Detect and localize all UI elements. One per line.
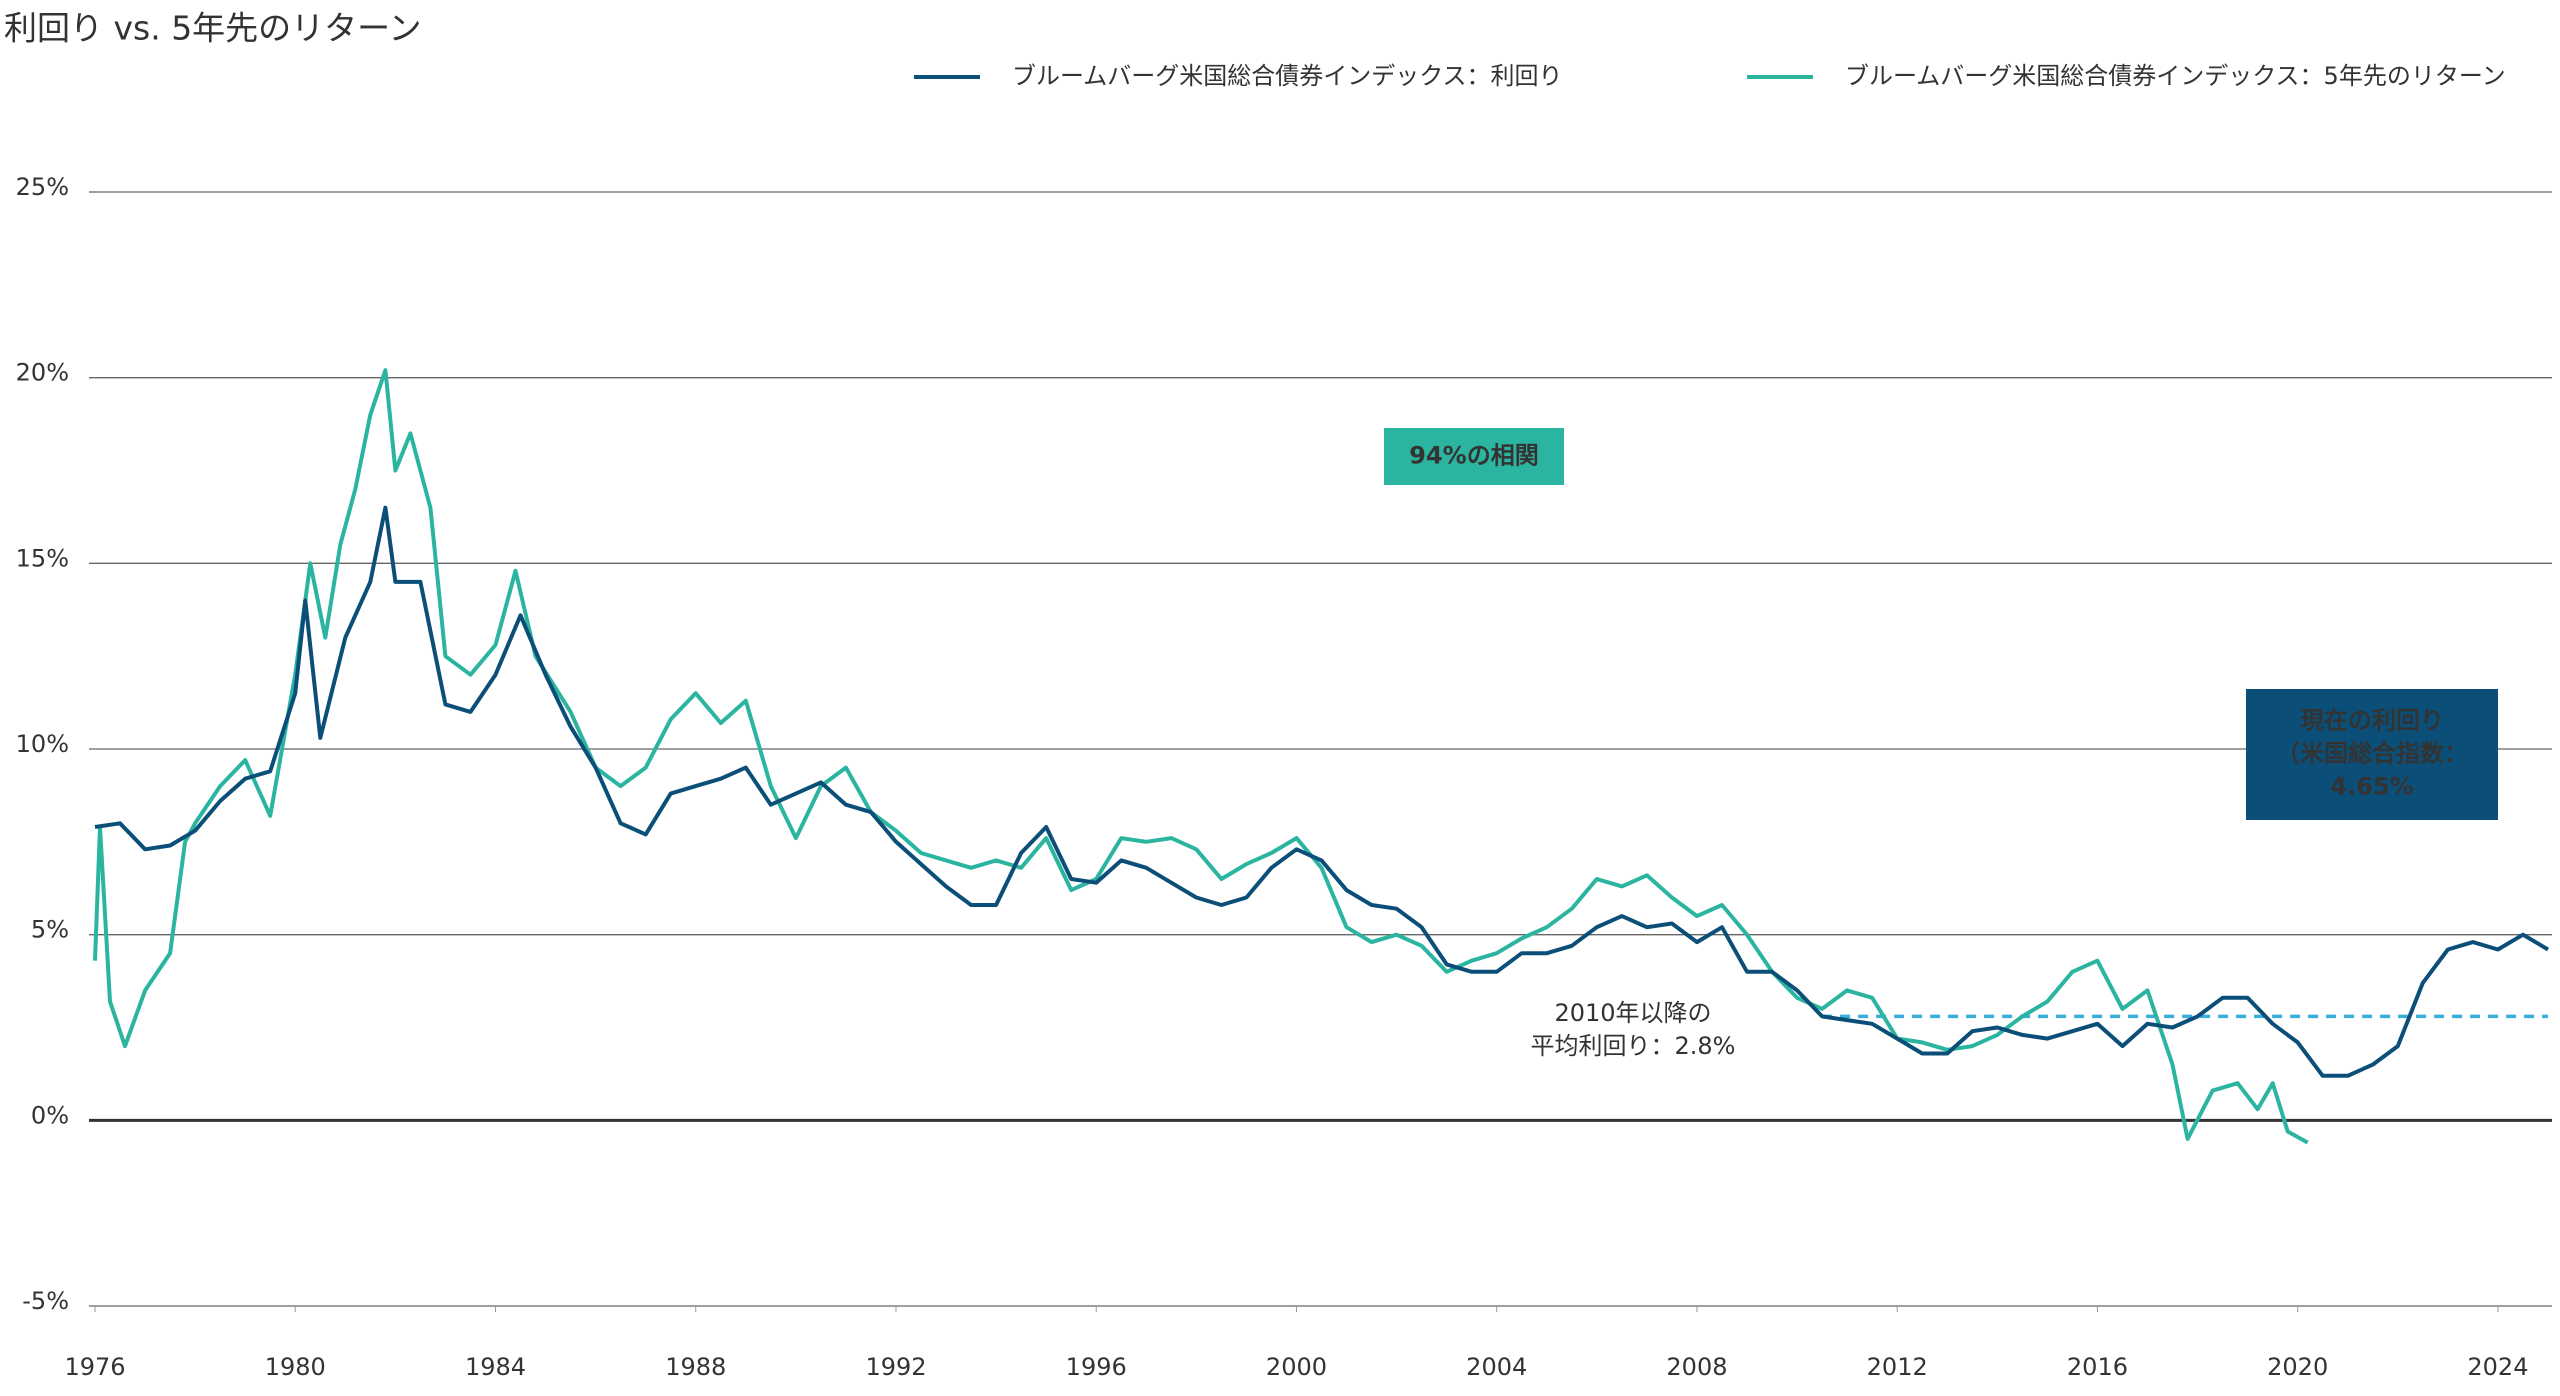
annotation-text: （米国総合指数： [2276,740,2468,768]
x-tick-label: 1984 [465,1353,526,1381]
y-tick-label: 15% [16,544,69,572]
y-tick-label: 10% [16,730,69,758]
x-tick-label: 1992 [865,1353,926,1381]
y-tick-label: 20% [16,359,69,387]
x-tick-label: 1980 [265,1353,326,1381]
average-label: 2010年以降の [1554,999,1711,1027]
annotation-box [2246,689,2498,820]
x-tick-label: 2020 [2267,1353,2328,1381]
annotation-box [1384,428,1564,485]
x-tick-label: 2024 [2467,1353,2528,1381]
legend-label: ブルームバーグ米国総合債券インデックス：5年先のリターン [1845,62,2506,90]
series-line [93,368,2309,1145]
y-tick-label: -5% [22,1287,69,1315]
y-tick-label: 25% [16,173,69,201]
x-tick-label: 1988 [665,1353,726,1381]
chart-title: 利回り vs. 5年先のリターン [4,9,422,48]
x-tick-label: 2004 [1466,1353,1527,1381]
y-tick-label: 0% [31,1101,69,1129]
x-tick-label: 2008 [1666,1353,1727,1381]
legend-label: ブルームバーグ米国総合債券インデックス：利回り [1012,62,1563,90]
series-line [94,505,2550,1078]
y-tick-label: 5% [31,916,69,944]
x-tick-label: 2000 [1266,1353,1327,1381]
x-tick-label: 1996 [1066,1353,1127,1381]
x-tick-label: 2012 [1867,1353,1928,1381]
average-label: 平均利回り：2.8% [1531,1032,1736,1060]
annotation-text: 4.65% [2330,773,2413,801]
annotation-text: 94%の相関 [1409,442,1538,470]
x-tick-label: 1976 [64,1353,125,1381]
annotation-text: 現在の利回り [2300,707,2444,735]
x-tick-label: 2016 [2067,1353,2128,1381]
